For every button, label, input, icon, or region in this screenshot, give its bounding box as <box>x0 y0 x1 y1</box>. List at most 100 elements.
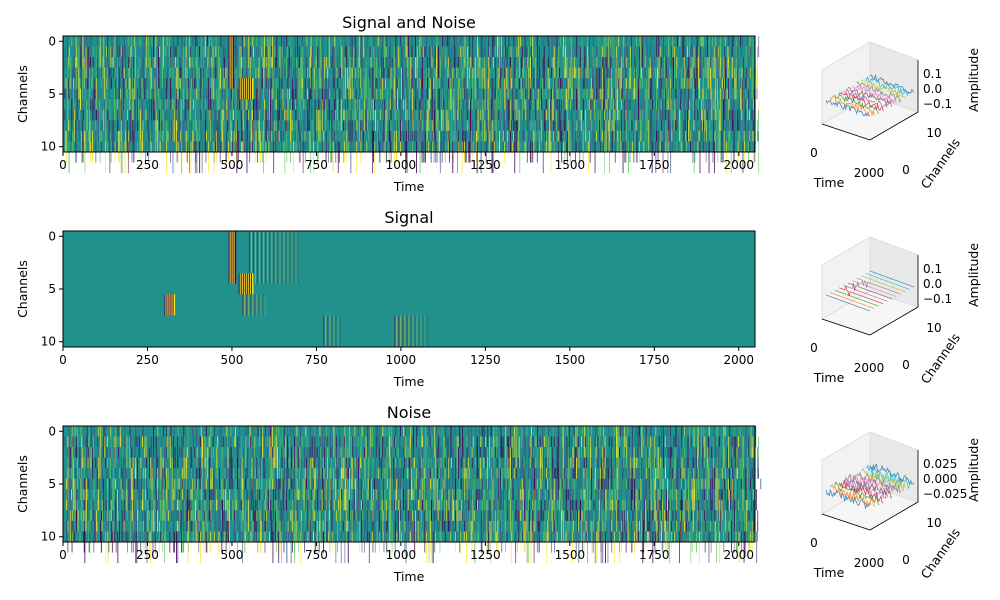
noise-stripe <box>368 457 369 490</box>
noise-stripe <box>655 120 657 131</box>
noise-stripe <box>741 36 743 47</box>
noise-stripe <box>394 436 395 447</box>
noise-stripe <box>417 88 419 100</box>
noise-stripe <box>438 468 440 479</box>
noise-stripe <box>494 130 496 152</box>
noise-stripe <box>678 436 679 458</box>
noise-stripe <box>112 120 114 152</box>
noise-stripe <box>137 141 138 152</box>
noise-stripe <box>115 520 117 553</box>
noise-stripe <box>573 468 575 479</box>
noise-stripe <box>290 531 292 564</box>
noise-stripe <box>536 478 538 490</box>
noise-stripe <box>536 67 538 89</box>
noise-stripe <box>723 130 725 152</box>
noise-stripe <box>337 99 339 110</box>
noise-stripe <box>732 120 734 131</box>
noise-stripe <box>86 426 88 448</box>
noise-stripe <box>250 520 252 532</box>
noise-stripe <box>715 478 717 511</box>
noise-stripe <box>147 120 149 131</box>
noise-stripe <box>284 141 286 174</box>
noise-stripe <box>620 531 622 542</box>
noise-stripe <box>600 109 601 131</box>
noise-stripe <box>489 57 491 68</box>
noise-stripe <box>741 120 743 131</box>
noise-stripe <box>90 468 92 479</box>
signal-stripe <box>250 78 253 100</box>
noise-stripe <box>113 478 115 500</box>
noise-stripe <box>326 520 328 542</box>
noise-stripe <box>295 510 297 542</box>
signal-stripe <box>400 315 402 347</box>
noise-stripe <box>120 88 121 121</box>
noise-stripe <box>138 57 140 68</box>
noise-stripe <box>536 36 538 68</box>
noise-stripe <box>746 99 748 110</box>
noise-stripe <box>288 457 290 469</box>
noise-stripe <box>366 36 368 47</box>
noise-stripe <box>223 109 225 131</box>
signal-stripe <box>249 78 252 100</box>
noise-stripe <box>537 510 539 532</box>
noise-stripe <box>366 88 367 100</box>
x-tick-label: 750 <box>305 548 328 562</box>
noise-stripe <box>350 141 352 174</box>
noise-stripe <box>205 478 207 490</box>
noise-stripe <box>343 457 345 479</box>
noise-stripe <box>435 426 437 437</box>
noise-stripe <box>443 99 445 131</box>
noise-stripe <box>267 36 269 47</box>
noise-stripe <box>189 499 191 521</box>
noise-stripe <box>657 130 659 163</box>
noise-stripe <box>391 57 393 68</box>
noise-stripe <box>710 109 712 121</box>
noise-stripe <box>483 67 485 100</box>
noise-stripe <box>473 510 475 521</box>
noise-stripe <box>131 78 132 89</box>
noise-stripe <box>372 141 373 174</box>
noise-stripe <box>728 99 730 121</box>
noise-stripe <box>625 520 627 542</box>
noise-stripe <box>262 67 263 89</box>
noise-stripe <box>283 36 284 58</box>
noise-stripe <box>476 130 477 163</box>
noise-stripe <box>109 457 111 479</box>
noise-stripe <box>504 120 506 142</box>
noise-stripe <box>255 499 257 532</box>
noise-stripe <box>506 88 508 121</box>
noise-stripe <box>397 510 399 542</box>
noise-stripe <box>84 457 85 479</box>
noise-stripe <box>683 88 685 110</box>
noise-stripe <box>470 520 472 542</box>
noise-stripe <box>235 46 237 57</box>
noise-stripe <box>626 88 627 121</box>
noise-stripe <box>257 426 259 437</box>
noise-stripe <box>548 46 550 68</box>
noise-stripe <box>594 510 596 542</box>
noise-stripe <box>263 78 265 100</box>
noise-stripe <box>530 130 532 163</box>
noise-stripe <box>123 436 125 469</box>
noise-stripe <box>88 426 90 458</box>
noise-stripe <box>112 520 114 553</box>
noise-stripe <box>134 436 136 458</box>
noise-stripe <box>436 88 437 100</box>
noise-stripe <box>669 120 671 142</box>
noise-stripe <box>109 141 111 174</box>
noise-stripe <box>571 436 572 447</box>
noise-stripe <box>447 447 448 469</box>
noise-stripe <box>634 57 636 79</box>
noise-stripe <box>179 57 181 79</box>
noise-stripe <box>91 520 93 532</box>
noise-stripe <box>89 489 91 511</box>
noise-stripe <box>708 36 710 68</box>
noise-stripe <box>418 99 420 121</box>
noise-stripe <box>94 130 96 152</box>
noise-stripe <box>488 130 490 163</box>
noise-stripe <box>396 67 398 79</box>
noise-stripe <box>722 88 724 110</box>
noise-stripe <box>554 88 556 110</box>
noise-stripe <box>157 510 158 532</box>
noise-stripe <box>188 489 190 511</box>
